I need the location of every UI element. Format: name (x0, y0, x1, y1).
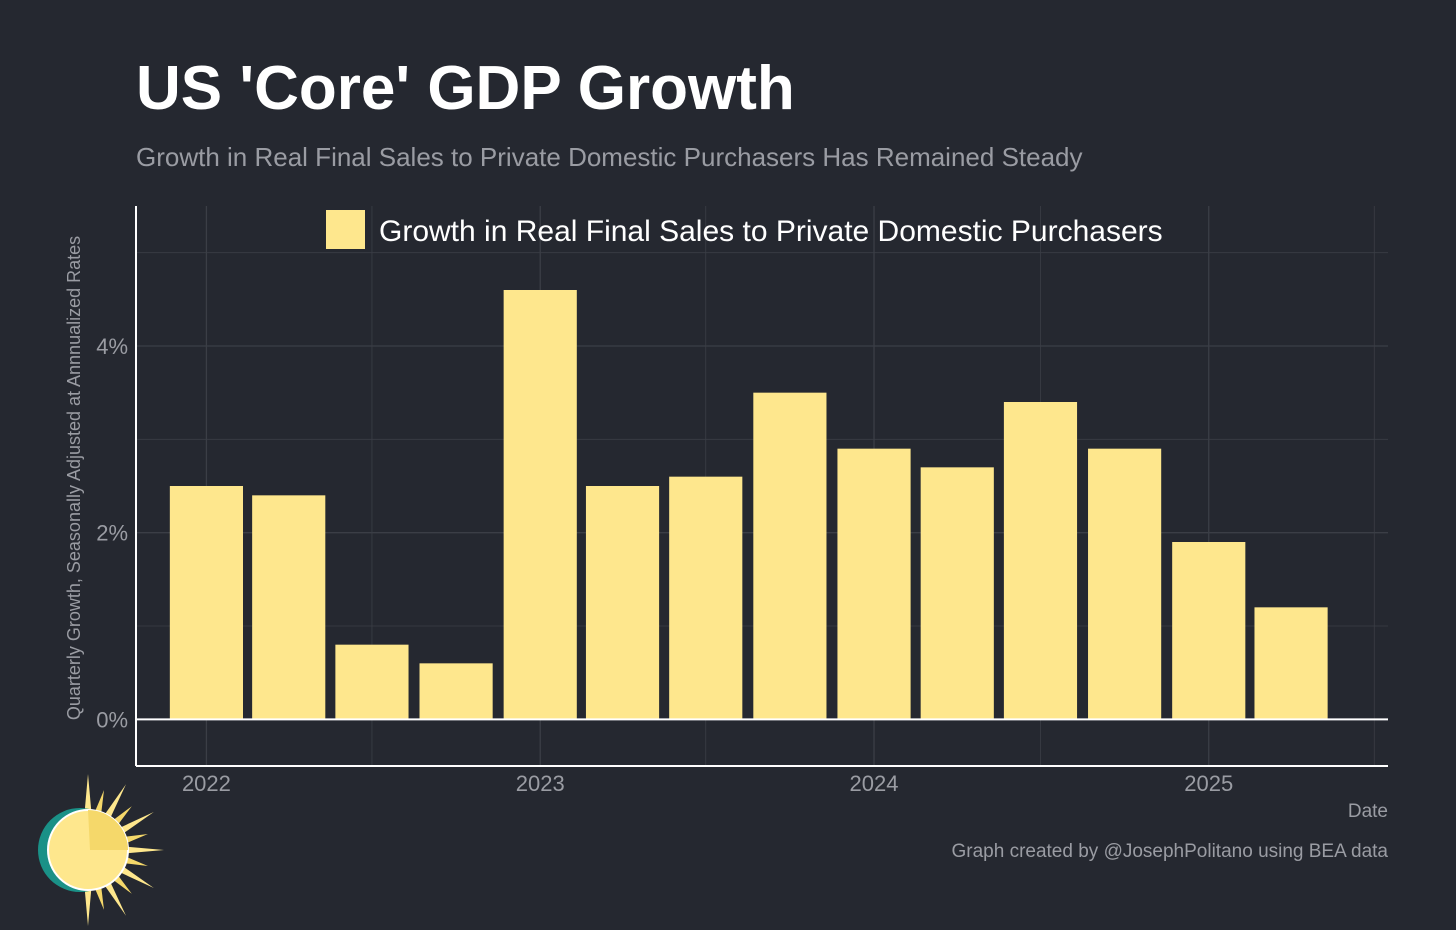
sun-ray (94, 790, 104, 815)
sun-ray (94, 885, 104, 910)
sun-ray (104, 881, 126, 916)
x-tick-label: 2024 (850, 771, 899, 796)
bars (169, 290, 1328, 720)
bar-2022-04-01 (252, 495, 326, 720)
legend: Growth in Real Final Sales to Private Do… (326, 210, 1163, 249)
sun-ray (104, 784, 126, 819)
sun-ray (112, 806, 132, 826)
sun-ray (84, 774, 92, 813)
legend-swatch (326, 210, 365, 249)
bar-2024-07-01 (1003, 402, 1078, 720)
x-tick-label: 2025 (1184, 771, 1233, 796)
bar-2023-01-01 (503, 290, 577, 720)
bar-2025-04-01 (1254, 607, 1328, 720)
sun-ray (119, 812, 154, 834)
sun-ray (119, 866, 154, 888)
bar-2025-01-01 (1172, 542, 1246, 720)
tick-labels: 0% 2% 4% 2022 2023 2024 2025 (96, 334, 1233, 796)
bar-2023-07-01 (669, 476, 743, 720)
sun-ray (123, 856, 148, 866)
x-tick-label: 2023 (516, 771, 565, 796)
chart-subtitle: Growth in Real Final Sales to Private Do… (136, 142, 1083, 172)
bar-2022-07-01 (335, 644, 409, 720)
sun-logo-icon (38, 774, 164, 926)
bar-2023-04-01 (585, 486, 660, 720)
bar-2024-10-01 (1088, 448, 1162, 720)
sun-rays (84, 774, 164, 926)
sun-ray (125, 846, 164, 854)
bar-2024-04-01 (920, 467, 994, 720)
y-axis-label: Quarterly Growth, Seasonally Adjusted at… (64, 236, 84, 720)
x-tick-label: 2022 (182, 771, 231, 796)
y-tick-label: 2% (96, 521, 128, 546)
y-tick-label: 4% (96, 334, 128, 359)
x-axis-label: Date (1348, 801, 1388, 822)
chart-title: US 'Core' GDP Growth (136, 54, 795, 123)
sun-ray (123, 834, 148, 844)
bar-2022-01-01 (169, 486, 244, 720)
source-caption: Graph created by @JosephPolitano using B… (951, 841, 1388, 862)
axes (135, 206, 1388, 767)
bar-2022-10-01 (419, 663, 493, 720)
bar-2024-01-01 (837, 448, 911, 720)
sun-ray (84, 887, 92, 926)
sun-ray (112, 874, 132, 894)
legend-label: Growth in Real Final Sales to Private Do… (379, 215, 1163, 248)
bar-2023-10-01 (753, 392, 827, 720)
y-tick-label: 0% (96, 707, 128, 732)
sun-shade (88, 810, 128, 850)
